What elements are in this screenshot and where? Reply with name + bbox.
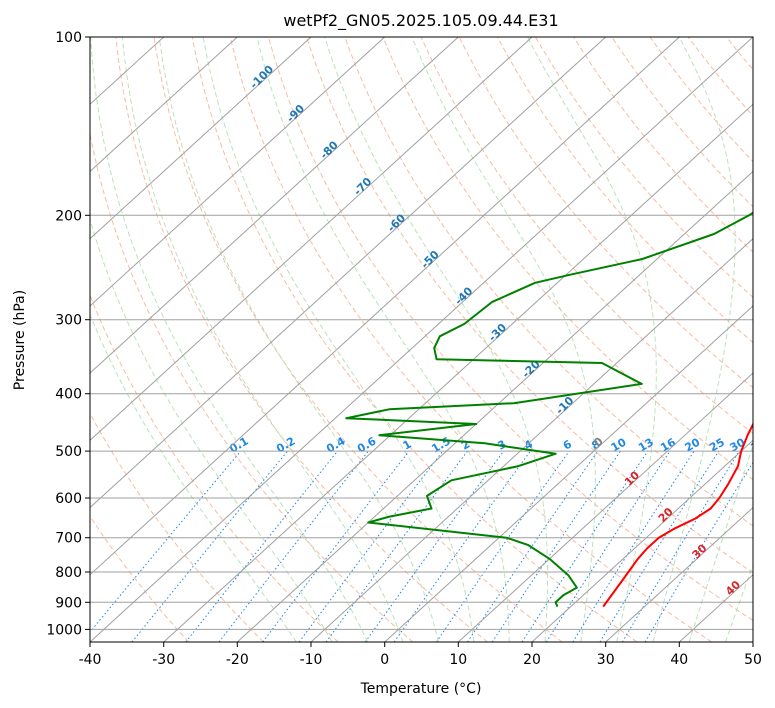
mixing-ratio-label: 36 — [748, 435, 768, 454]
isotherm-line — [90, 37, 312, 240]
x-tick-label: 30 — [597, 652, 615, 668]
moist-adiabat-line — [527, 37, 657, 642]
moist-adiabat-line — [725, 563, 753, 642]
isotherm-line — [90, 37, 533, 442]
y-tick-label: 600 — [55, 491, 82, 507]
y-tick-label: 900 — [55, 595, 82, 611]
isotherm-line — [531, 439, 753, 642]
isotherm-line — [384, 305, 753, 642]
y-axis-label: Pressure (hPa) — [12, 290, 28, 390]
isotherm-line — [90, 37, 607, 509]
plot-area: 0.10.20.40.611.52346810131620253036-100-… — [90, 37, 768, 642]
dry-adiabat-line — [191, 37, 638, 642]
temperature-profile-line — [602, 421, 753, 608]
isotherm-line — [236, 170, 753, 642]
moist-adiabat-line — [158, 37, 439, 642]
dry-adiabat-line — [458, 37, 753, 389]
moist-adiabat-line — [90, 37, 369, 642]
dry-adiabat-line — [382, 37, 753, 481]
isotherm-line — [90, 37, 238, 173]
chart-title: wetPf2_GN05.2025.105.09.44.E31 — [283, 11, 558, 31]
moist-adiabat-line — [256, 37, 510, 642]
dewpoint-profile-line — [345, 211, 753, 608]
axes: -40 -30 -20 -10 0 10 20 30 40 50 100 200 300 400 500 60… — [46, 30, 762, 668]
x-tick-label: -40 — [79, 652, 102, 668]
dry-adiabat-line — [306, 37, 753, 574]
mixing-ratio-line — [131, 450, 288, 642]
mixing-ratio-line — [364, 450, 505, 642]
isotherm-line — [605, 506, 753, 642]
mixing-ratio-line — [572, 450, 695, 642]
mixing-ratio-line — [644, 461, 753, 642]
moist-adiabat-line — [90, 313, 297, 642]
x-tick-label: 0 — [380, 652, 389, 668]
dry-adiabat-line — [268, 37, 753, 622]
y-tick-label: 1000 — [46, 622, 82, 638]
moist-adiabat-line — [324, 37, 549, 642]
y-tick-label: 500 — [55, 444, 82, 460]
x-axis-label: Temperature (°C) — [360, 681, 482, 697]
dry-adiabat-line — [344, 37, 753, 527]
dry-adiabat-line — [229, 37, 712, 642]
dry-adiabat-line — [535, 37, 753, 298]
x-tick-label: -30 — [152, 652, 175, 668]
isotherm-line — [90, 37, 459, 374]
x-tick-label: -10 — [300, 652, 323, 668]
moist-adiabat-line — [411, 37, 596, 642]
mixing-ratio-line — [90, 450, 242, 633]
moist-adiabat-line — [652, 37, 736, 642]
moist-adiabat-line — [90, 217, 333, 642]
mixing-ratio-line — [467, 450, 599, 642]
y-tick-label: 800 — [55, 565, 82, 581]
isotherm-line — [90, 37, 386, 307]
dry-adiabat-line — [496, 37, 753, 344]
isotherm-line — [90, 37, 680, 576]
mixing-ratio-line — [262, 450, 410, 642]
isotherm-line — [310, 237, 753, 642]
y-tick-label: 700 — [55, 531, 82, 547]
isotherm-line — [163, 103, 753, 642]
dry-adiabat-line — [611, 37, 753, 208]
dry-adiabat-line — [90, 131, 414, 642]
y-tick-label: 100 — [55, 30, 82, 46]
isotherm-line — [90, 37, 753, 642]
plot-frame — [89, 36, 754, 643]
moist-adiabat-line — [202, 37, 475, 642]
dry-adiabat-line — [90, 293, 339, 642]
x-tick-label: 10 — [449, 652, 467, 668]
mixing-ratio-line — [185, 450, 338, 642]
isotherm-line — [457, 372, 753, 642]
mixing-ratio-line — [218, 450, 369, 642]
dry-adiabat-line — [90, 515, 190, 642]
y-tick-label: 200 — [55, 208, 82, 224]
x-tick-label: 20 — [523, 652, 541, 668]
y-tick-label: 400 — [55, 387, 82, 403]
mixing-ratio-line — [393, 450, 531, 642]
mixing-ratio-line — [545, 450, 671, 642]
mixing-ratio-line — [599, 450, 720, 642]
x-tick-label: -20 — [226, 652, 249, 668]
x-tick-label: 50 — [744, 652, 762, 668]
dry-adiabat-line — [649, 37, 753, 163]
x-tick-label: 40 — [670, 652, 688, 668]
dry-adiabat-line — [115, 37, 488, 642]
y-tick-label: 300 — [55, 313, 82, 329]
moist-adiabat-line — [121, 37, 404, 642]
